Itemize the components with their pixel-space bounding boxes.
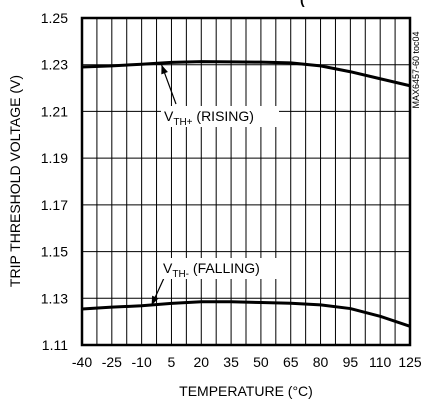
annotation-label-1: VTH- (FALLING) [163, 260, 260, 280]
grid [81, 17, 411, 346]
x-tick-label: 20 [193, 354, 209, 370]
x-tick-label: 125 [398, 354, 422, 370]
annotations: VTH+ (RISING) VTH- (FALLING) [151, 64, 279, 306]
y-tick-label: 1.11 [42, 337, 68, 353]
x-tick-label: 50 [253, 354, 269, 370]
y-axis-label: TRIP THRESHOLD VOLTAGE (V) [7, 75, 23, 287]
series-line-1 [81, 300, 411, 328]
y-tick-label: 1.17 [41, 197, 68, 213]
x-tick-label: -25 [102, 354, 122, 370]
annotation-arrowhead-1 [151, 295, 159, 306]
x-axis-ticks: -40 -25 -10 5 20 35 50 65 80 95 110 125 [72, 354, 422, 370]
x-tick-label: -40 [72, 354, 92, 370]
part-code-label: MAX6457-60 toc04 [411, 31, 421, 108]
y-tick-label: 1.13 [41, 290, 68, 306]
x-tick-label: 80 [313, 354, 329, 370]
y-tick-label: 1.21 [41, 103, 68, 119]
annotation-bg-0 [161, 106, 279, 127]
x-tick-label: 65 [283, 354, 299, 370]
x-tick-label: -10 [132, 354, 152, 370]
x-tick-label: 95 [343, 354, 359, 370]
y-axis-ticks: 1.11 1.13 1.15 1.17 1.19 1.21 1.23 1.25 [41, 10, 68, 353]
x-tick-label: 5 [168, 354, 176, 370]
series-line-0 [81, 60, 411, 88]
y-tick-label: 1.23 [41, 57, 68, 73]
plot-area-border [80, 16, 412, 347]
y-tick-label: 1.25 [41, 10, 68, 26]
annotation-arrowhead-0 [161, 64, 168, 75]
y-tick-label: 1.19 [41, 150, 68, 166]
x-tick-label: 35 [223, 354, 239, 370]
annotation-label-0: VTH+ (RISING) [164, 108, 254, 128]
series-group [81, 60, 411, 328]
x-tick-label: 110 [369, 354, 392, 370]
chart-title: ( [300, 0, 305, 7]
y-tick-label: 1.15 [41, 244, 68, 260]
annotation-bg-1 [160, 258, 278, 279]
x-axis-label: TEMPERATURE (°C) [179, 383, 313, 399]
